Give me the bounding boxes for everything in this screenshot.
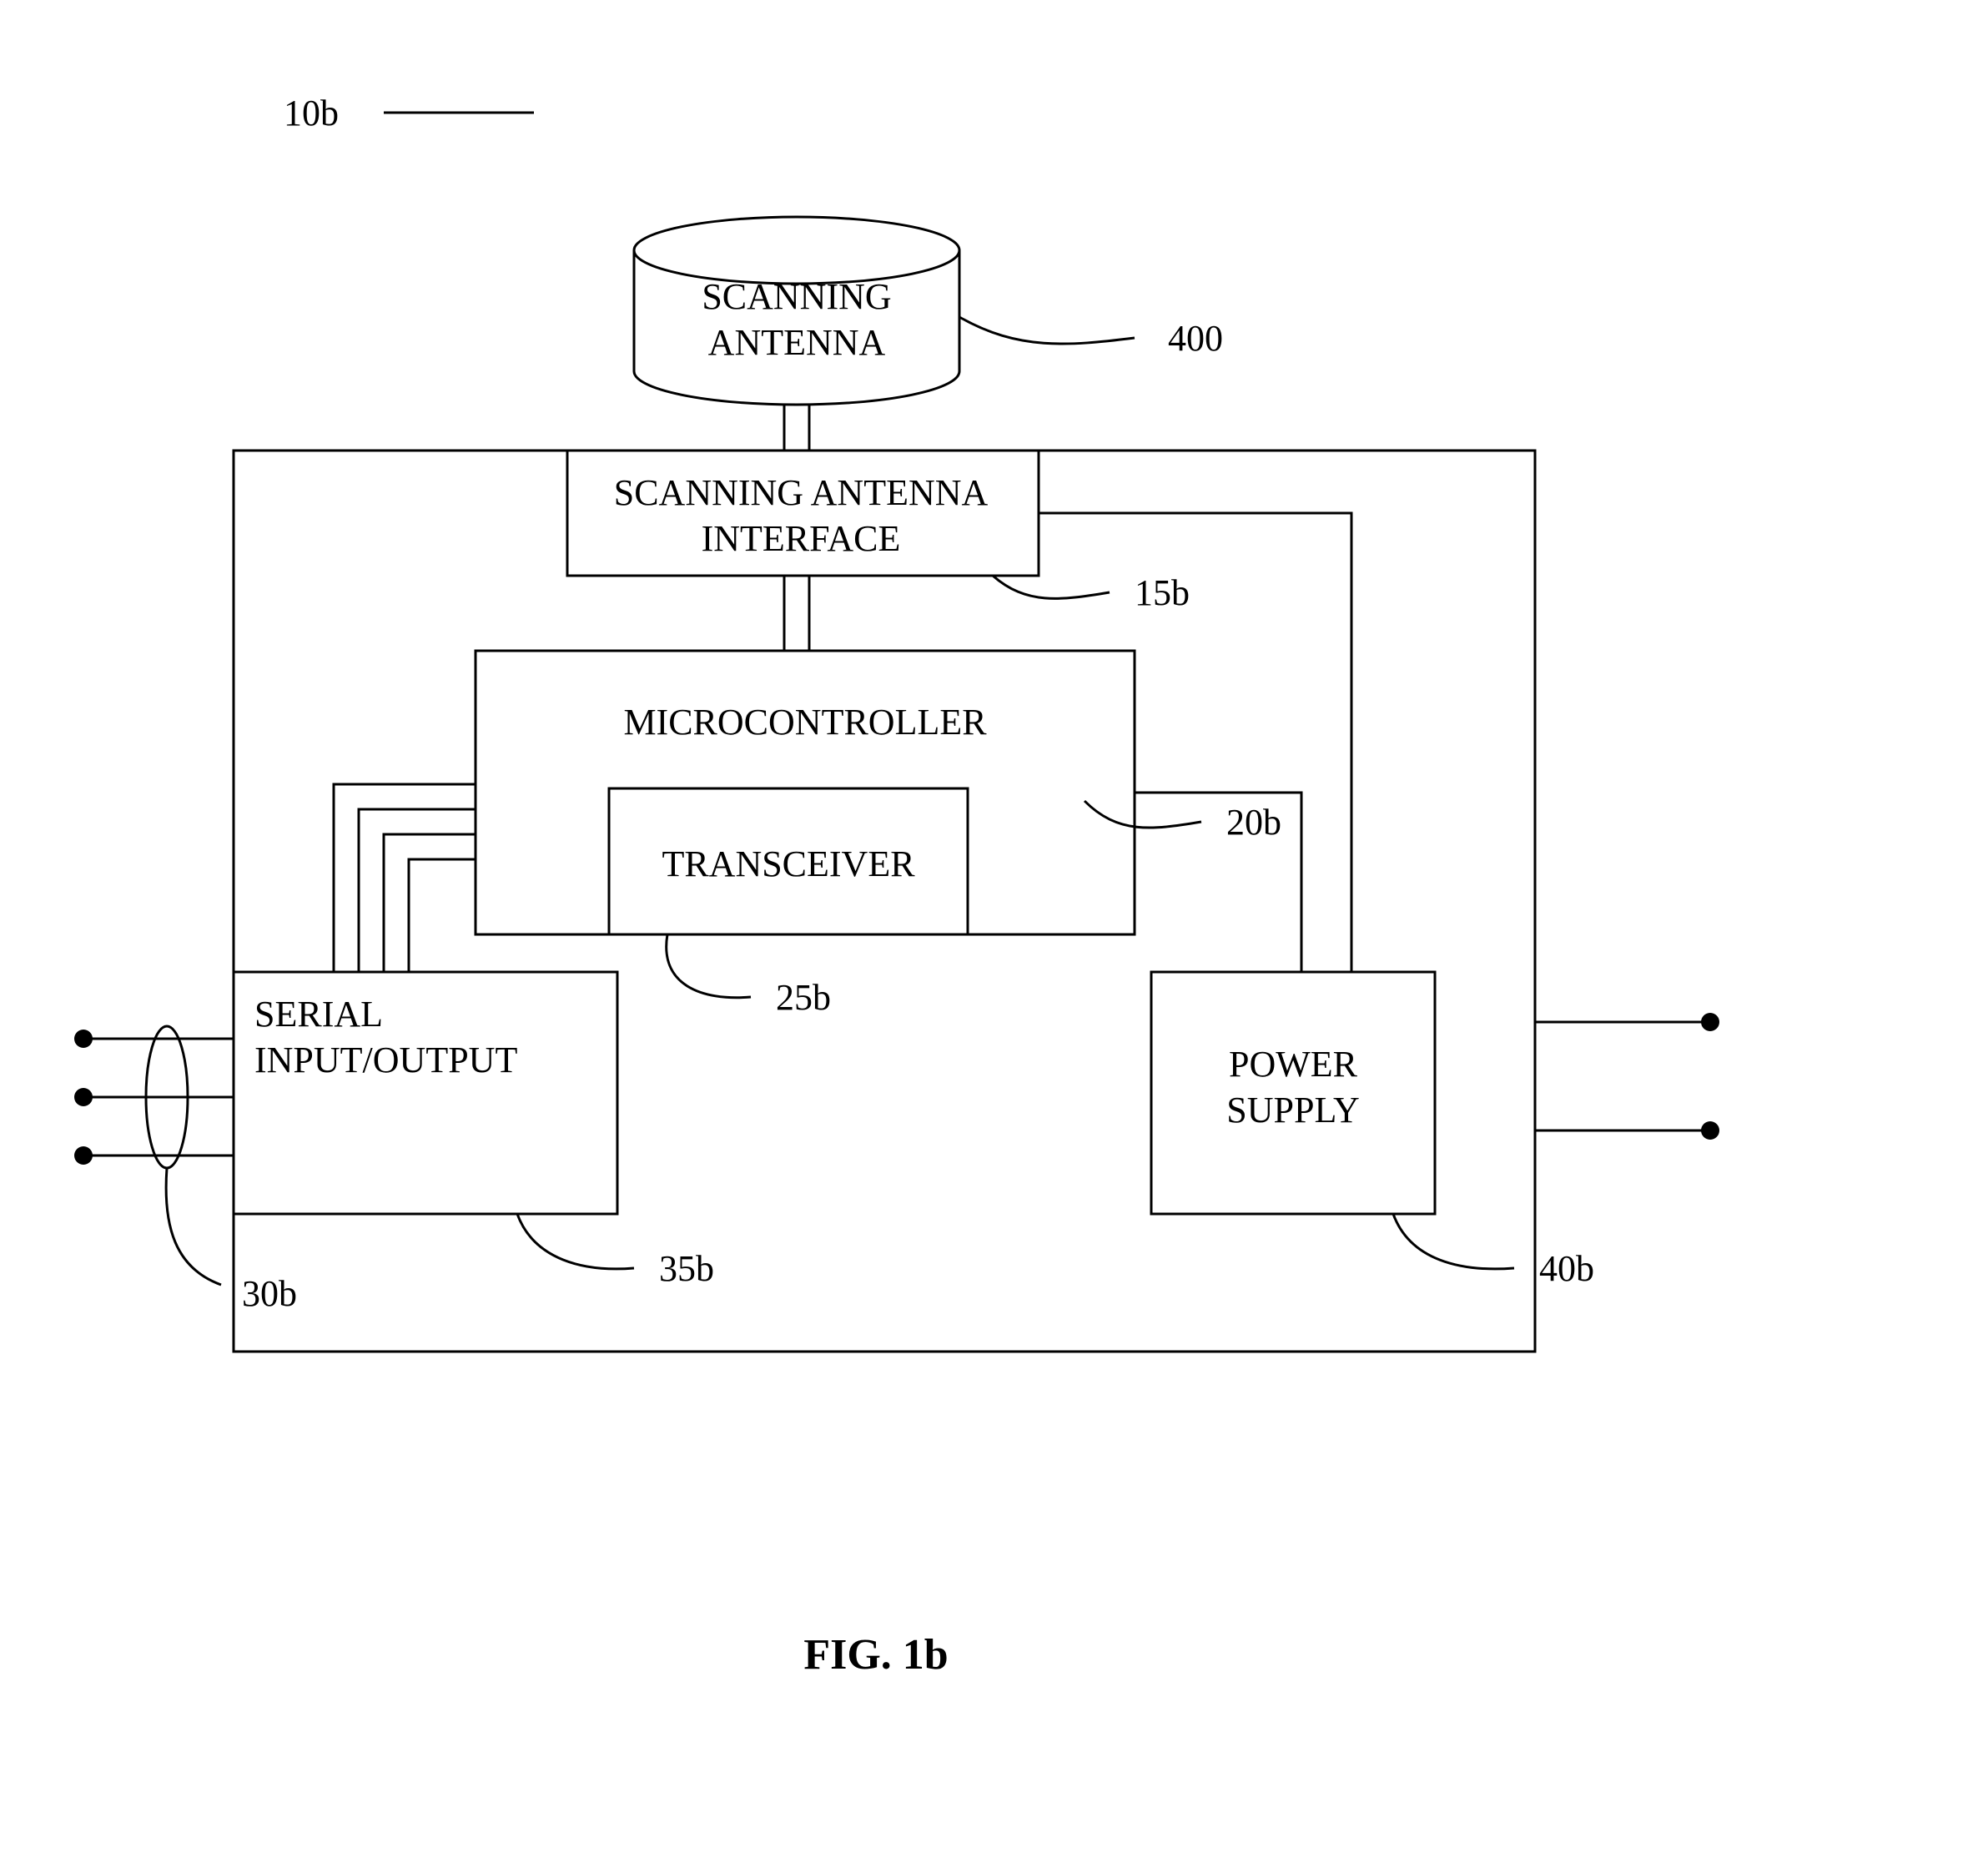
ref-15b: 15b [1135,572,1190,613]
leader-400 [959,317,1135,344]
serial-io-wires [74,1026,234,1168]
ref-400: 400 [1168,318,1223,359]
leader-20b [1085,801,1201,828]
leader-30b [166,1168,221,1285]
ref-25b: 25b [776,977,831,1018]
enclosure [234,451,1535,1352]
ref-40b: 40b [1539,1248,1594,1289]
antenna-if-label-1: SCANNING ANTENNA [614,472,989,513]
power-wires-right [1535,1013,1719,1140]
antenna-label-1: SCANNING [702,276,891,317]
leader-40b [1393,1214,1514,1269]
serial-io-label-1: SERIAL [254,994,383,1035]
ref-10b: 10b [284,93,339,133]
transceiver-label: TRANSCEIVER [662,843,915,884]
block-transceiver: TRANSCEIVER [609,788,968,934]
figure-caption: FIG. 1b [803,1631,948,1679]
leader-25b [667,934,751,998]
block-microcontroller: MICROCONTROLLER [476,651,1135,934]
power-supply-label-2: SUPPLY [1226,1090,1359,1130]
wires-serial-to-mc [334,784,476,972]
block-scanning-antenna: SCANNING ANTENNA [634,217,959,405]
block-power-supply: POWER SUPPLY [1151,972,1435,1214]
ref-20b: 20b [1226,802,1281,843]
power-supply-label-1: POWER [1229,1044,1358,1085]
microcontroller-label: MICROCONTROLLER [623,702,987,743]
block-antenna-interface: SCANNING ANTENNA INTERFACE [567,451,1039,576]
antenna-if-label-2: INTERFACE [702,518,901,559]
leader-35b [517,1214,634,1269]
leader-15b [993,576,1110,598]
block-diagram: 10b SCANNING ANTENNA 400 SCANNING ANTENN… [0,0,1988,1868]
ref-35b: 35b [659,1248,714,1289]
antenna-label-2: ANTENNA [708,322,886,363]
block-serial-io: SERIAL INPUT/OUTPUT [234,972,617,1214]
serial-io-label-2: INPUT/OUTPUT [254,1040,517,1080]
ref-30b: 30b [242,1273,297,1314]
wire-power-to-interface [1039,513,1351,972]
